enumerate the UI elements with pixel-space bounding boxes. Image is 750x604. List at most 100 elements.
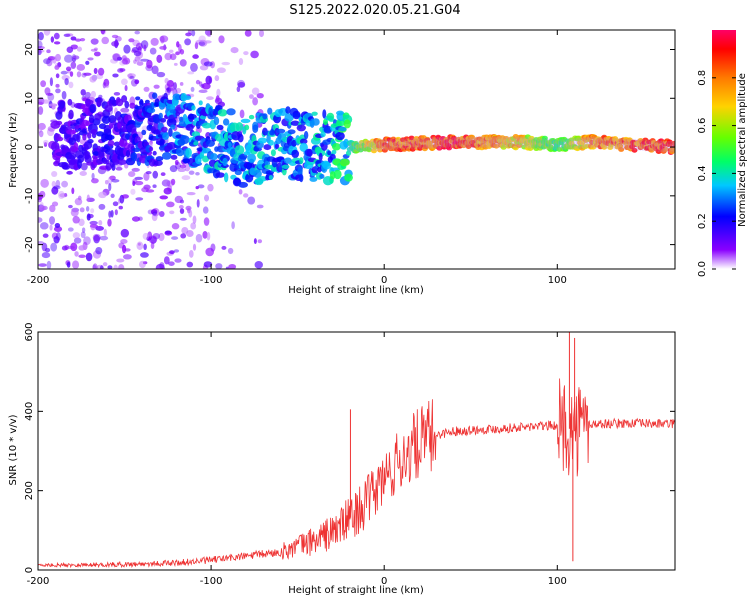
spectrogram-noise-blob [247, 196, 256, 205]
spectrogram-noise-blob [41, 242, 48, 252]
spectrogram-band-halo [596, 136, 601, 149]
spectrogram-noise-blob [201, 82, 211, 90]
spectrogram-noise-blob [38, 45, 45, 50]
spectrogram-band-blob [265, 170, 274, 175]
spectrogram-band-blob [183, 95, 192, 101]
spectrogram-noise-blob [113, 92, 121, 96]
spectrogram-band-halo [438, 136, 443, 149]
spectrogram-noise-blob [225, 266, 229, 269]
spectrogram-band-blob [306, 148, 313, 157]
spectrogram-noise-blob [250, 50, 259, 59]
spectrogram-band-blob [450, 135, 457, 141]
spectrogram-noise-blob [169, 210, 175, 215]
spectrogram-band-halo [568, 137, 573, 150]
spectrogram-band-halo [544, 137, 549, 150]
spectrogram-noise-blob [53, 32, 60, 40]
spectrogram-band-blob [319, 173, 325, 179]
spectrogram-band-blob [287, 129, 296, 135]
spectrogram-noise-blob [66, 261, 71, 268]
spectrogram-band-blob [234, 145, 245, 155]
spectrogram-xtick-label: 100 [548, 275, 567, 286]
spectrogram-noise-blob [55, 88, 61, 94]
spectrogram-band-blob [268, 175, 274, 180]
spectrogram-noise-blob [203, 217, 210, 226]
spectrogram-noise-blob [78, 245, 86, 251]
spectrogram-noise-blob [85, 60, 90, 65]
spectrogram-noise-blob [187, 30, 192, 35]
spectrogram-noise-blob [65, 33, 74, 37]
spectrogram-band-halo [443, 136, 448, 149]
spectrogram-noise-blob [179, 208, 185, 214]
spectrogram-band-blob [141, 129, 147, 136]
spectrogram-band-blob [77, 154, 85, 164]
spectrogram-noise-blob [206, 96, 214, 101]
spectrogram-band-halo [542, 137, 547, 150]
spectrogram-noise-blob [71, 187, 75, 195]
spectrogram-noise-blob [72, 260, 80, 269]
spectrogram-band-blob [299, 173, 304, 183]
spectrogram-band-blob [276, 128, 286, 134]
spectrogram-noise-blob [128, 38, 135, 43]
spectrogram-band-halo [651, 139, 656, 152]
spectrogram-noise-blob [90, 178, 99, 184]
spectrogram-noise-blob [127, 171, 136, 177]
spectrogram-band-blob [62, 164, 71, 170]
spectrogram-band-blob [253, 169, 262, 178]
spectrogram-band-halo [495, 136, 500, 149]
spectrogram-noise-blob [54, 65, 60, 70]
spectrogram-noise-blob [49, 77, 54, 87]
spectrogram-noise-blob [216, 67, 226, 74]
spectrogram-noise-blob [198, 41, 206, 47]
spectrogram-noise-blob [43, 142, 48, 147]
spectrogram-band-blob [366, 147, 373, 153]
spectrogram-band-blob [331, 143, 341, 151]
spectrogram-noise-blob [237, 79, 246, 88]
spectrogram-band-halo [391, 138, 396, 151]
spectrogram-noise-blob [140, 40, 149, 49]
spectrogram-noise-blob [107, 265, 113, 269]
spectrogram-noise-blob [79, 207, 85, 213]
spectrogram-band-blob [148, 146, 154, 152]
spectrogram-noise-blob [205, 75, 212, 85]
spectrogram-noise-blob [112, 53, 121, 61]
spectrogram-noise-blob [102, 262, 108, 267]
spectrogram-band-blob [55, 120, 63, 126]
spectrogram-noise-blob [61, 90, 67, 100]
spectrogram-noise-blob [95, 226, 105, 231]
spectrogram-band-blob [343, 138, 350, 148]
spectrogram-band-blob [252, 124, 259, 133]
spectrogram-band-blob [333, 169, 342, 180]
spectrogram-band-halo [508, 136, 513, 149]
spectrogram-band-blob [90, 129, 98, 135]
spectrogram-noise-blob [51, 171, 58, 178]
spectrogram-noise-blob [150, 37, 159, 46]
spectrogram-noise-blob [134, 180, 144, 186]
spectrogram-band-blob [408, 135, 415, 141]
spectrogram-band-blob [281, 164, 290, 169]
spectrogram-noise-blob [107, 218, 112, 227]
spectrogram-band-halo [622, 138, 627, 151]
spectrogram-noise-blob [80, 231, 86, 239]
spectrogram-noise-blob [47, 92, 55, 101]
spectrogram-noise-blob [137, 242, 141, 246]
spectrogram-noise-blob [192, 54, 199, 59]
spectrogram-band-blob [671, 140, 675, 146]
spectrogram-noise-blob [143, 44, 147, 52]
spectrogram-noise-blob [68, 204, 73, 209]
spectrogram-noise-blob [156, 71, 166, 78]
colorbar-tick-label: 0.4 [697, 165, 708, 181]
spectrogram-noise-blob [72, 232, 81, 239]
spectrogram-noise-blob [90, 90, 97, 98]
spectrogram-noise-blob [251, 87, 260, 95]
spectrogram-noise-blob [53, 226, 63, 232]
spectrogram-band-halo [355, 140, 360, 153]
spectrogram-noise-blob [66, 46, 74, 53]
spectrogram-band-blob [155, 156, 164, 162]
spectrogram-band-blob [73, 142, 79, 152]
spectrogram-noise-blob [134, 30, 141, 35]
spectrogram-band-halo [539, 137, 544, 150]
spectrogram-noise-blob [80, 89, 86, 96]
spectrogram-band-blob [81, 128, 87, 134]
spectrogram-band-halo [563, 138, 568, 151]
spectrogram-noise-blob [135, 197, 144, 201]
